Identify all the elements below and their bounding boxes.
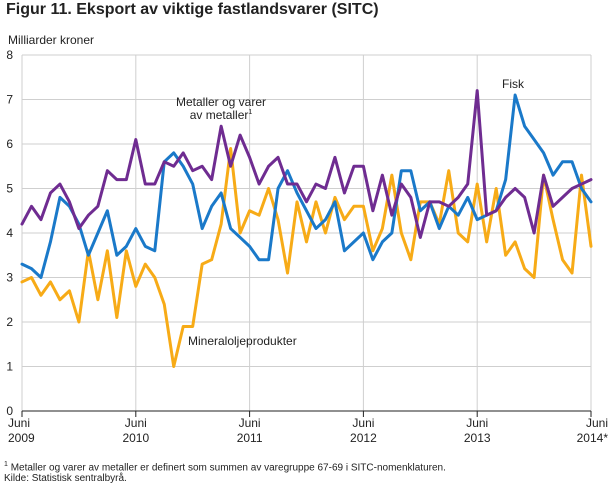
x-tick-year: 2014* bbox=[577, 431, 609, 445]
y-tick-label: 8 bbox=[6, 48, 13, 62]
series-lines bbox=[20, 89, 593, 368]
y-tick-label: 5 bbox=[6, 182, 13, 196]
y-tick-label: 4 bbox=[6, 226, 13, 240]
annotation-metaller-line1: Metaller og varer bbox=[176, 95, 266, 109]
y-axis-label: Milliarder kroner bbox=[8, 33, 94, 47]
annotation-fisk: Fisk bbox=[502, 77, 525, 91]
footnote-text: Metaller og varer av metaller er definer… bbox=[10, 462, 446, 474]
y-tick-label: 0 bbox=[6, 404, 13, 418]
annotation-metaller-sup: 1 bbox=[248, 109, 252, 116]
y-tick-label: 2 bbox=[6, 315, 13, 329]
source: Kilde: Statistisk sentralbyrå. bbox=[4, 473, 127, 484]
x-tick-label: Juni bbox=[352, 416, 374, 430]
x-tick-year: 2011 bbox=[237, 431, 263, 445]
x-tick-label: Juni bbox=[125, 416, 147, 430]
y-tick-label: 1 bbox=[6, 360, 13, 374]
chart-title: Figur 11. Eksport av viktige fastlandsva… bbox=[6, 1, 379, 18]
x-tick-year: 2013 bbox=[464, 431, 491, 445]
x-tick-label: Juni bbox=[8, 416, 30, 430]
series-line-mineral bbox=[20, 146, 593, 368]
annotations: Metaller og varer av metaller1 Fisk Mine… bbox=[176, 77, 525, 348]
annotation-metaller-line2: av metaller1 bbox=[190, 108, 253, 122]
footnote: 1 Metaller og varer av metaller er defin… bbox=[4, 461, 446, 473]
x-tick-year: 2010 bbox=[122, 431, 149, 445]
series-line-metaller bbox=[20, 89, 593, 239]
y-tick-label: 6 bbox=[6, 137, 13, 151]
grid bbox=[21, 54, 592, 411]
x-axis: Juni2009Juni2010Juni2011Juni2012Juni2013… bbox=[8, 410, 609, 445]
y-axis: 0 1 2 3 4 5 6 7 8 bbox=[6, 48, 13, 418]
x-tick-year: 2009 bbox=[8, 431, 35, 445]
y-tick-label: 7 bbox=[6, 93, 13, 107]
x-tick-label: Juni bbox=[586, 416, 608, 430]
y-tick-label: 3 bbox=[6, 271, 13, 285]
x-tick-label: Juni bbox=[239, 416, 261, 430]
annotation-mineral: Mineraloljeprodukter bbox=[188, 334, 297, 348]
footnote-mark: 1 bbox=[4, 461, 8, 468]
x-tick-year: 2012 bbox=[350, 431, 377, 445]
x-tick-label: Juni bbox=[466, 416, 488, 430]
